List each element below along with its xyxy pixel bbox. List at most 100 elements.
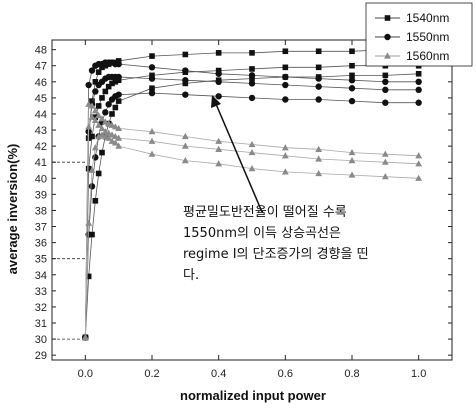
data-point xyxy=(348,97,356,105)
data-point xyxy=(149,53,155,59)
data-point xyxy=(95,121,103,128)
annotation-line-4: 다. xyxy=(183,268,199,283)
data-point xyxy=(249,75,255,82)
data-point xyxy=(348,157,356,164)
data-point xyxy=(415,70,422,77)
data-point xyxy=(415,78,422,86)
y-tick-label: 37 xyxy=(35,222,47,234)
data-point xyxy=(85,123,93,130)
data-point xyxy=(348,148,356,156)
series-line xyxy=(84,73,419,338)
data-point xyxy=(248,72,256,79)
data-point xyxy=(215,50,222,56)
data-point xyxy=(92,154,99,161)
data-point xyxy=(85,219,93,226)
data-point xyxy=(95,170,102,177)
data-point xyxy=(348,77,356,84)
data-point xyxy=(415,99,422,106)
data-point xyxy=(148,128,156,135)
data-point xyxy=(115,77,122,84)
data-point xyxy=(92,198,99,204)
y-tick-label: 33 xyxy=(35,286,47,298)
data-point xyxy=(248,94,256,102)
annotation-line-3: regime I의 단조증가의 경향을 띤 xyxy=(183,247,369,262)
data-point xyxy=(99,95,105,101)
data-point xyxy=(281,152,289,159)
series-layer xyxy=(81,46,423,341)
data-point xyxy=(315,155,323,162)
data-point xyxy=(415,152,423,159)
series-line xyxy=(84,62,419,338)
legend-square-icon xyxy=(384,15,391,21)
x-tick-label: 1.0 xyxy=(411,368,426,380)
data-point xyxy=(112,104,119,111)
data-point xyxy=(382,72,389,79)
data-point xyxy=(315,145,323,152)
legend: 1540nm 1550nm 1560nm xyxy=(365,2,473,67)
data-point xyxy=(148,64,156,71)
data-point xyxy=(105,83,112,90)
x-tick-label: 0.2 xyxy=(144,368,159,380)
data-point xyxy=(85,81,92,89)
data-point xyxy=(88,166,96,173)
legend-label: 1540nm xyxy=(406,11,449,25)
data-point xyxy=(415,86,422,94)
data-point xyxy=(181,157,189,164)
data-point xyxy=(182,51,189,58)
data-point xyxy=(102,109,109,116)
data-point xyxy=(91,107,99,114)
y-tick-label: 35 xyxy=(35,254,47,266)
reference-lines xyxy=(52,161,86,340)
data-point xyxy=(98,115,106,122)
data-point xyxy=(92,79,99,85)
data-point xyxy=(115,98,122,104)
series-1540nm xyxy=(82,46,422,341)
data-point xyxy=(348,85,356,92)
data-point xyxy=(115,73,122,81)
data-point xyxy=(111,139,119,146)
data-point xyxy=(95,69,102,75)
data-point xyxy=(182,80,189,87)
data-point xyxy=(215,145,223,152)
data-point xyxy=(112,79,119,85)
series-line xyxy=(84,49,419,338)
data-point xyxy=(115,134,123,141)
data-point xyxy=(109,111,115,117)
data-point xyxy=(349,62,355,69)
data-point xyxy=(148,137,156,144)
data-point xyxy=(315,48,322,55)
y-tick-label: 30 xyxy=(35,334,47,346)
y-tick-label: 31 xyxy=(35,318,47,330)
data-point xyxy=(102,88,109,95)
data-point xyxy=(98,124,106,132)
y-tick-label: 44 xyxy=(35,109,47,121)
data-point xyxy=(382,86,389,94)
data-point xyxy=(149,85,155,92)
y-axis-title: average inversion(%) xyxy=(5,144,20,275)
annotation-line-1: 평균밀도반전율이 떨어질 수록 xyxy=(183,205,347,220)
data-point xyxy=(381,158,389,165)
arrowhead-icon xyxy=(211,95,221,108)
data-point xyxy=(99,149,105,156)
annotation: 평균밀도반전율이 떨어질 수록 1550nm의 이득 상승곡선은 regime … xyxy=(183,95,369,283)
data-point xyxy=(181,142,189,149)
y-tick-label: 43 xyxy=(35,125,47,137)
data-point xyxy=(182,91,189,98)
data-point xyxy=(382,78,389,86)
y-tick-label: 47 xyxy=(35,61,47,73)
y-tick-label: 46 xyxy=(35,77,47,89)
data-point xyxy=(181,132,189,140)
data-point xyxy=(182,77,189,84)
plot-border xyxy=(51,39,453,361)
data-point xyxy=(89,98,95,104)
y-tick-label: 42 xyxy=(35,141,47,153)
data-point xyxy=(349,72,355,79)
annotation-arrow xyxy=(215,103,263,213)
data-point xyxy=(281,168,289,175)
data-point xyxy=(215,93,222,100)
data-point xyxy=(315,96,322,103)
series-1550nm xyxy=(82,59,422,341)
data-point xyxy=(315,75,322,82)
data-point xyxy=(282,81,289,89)
